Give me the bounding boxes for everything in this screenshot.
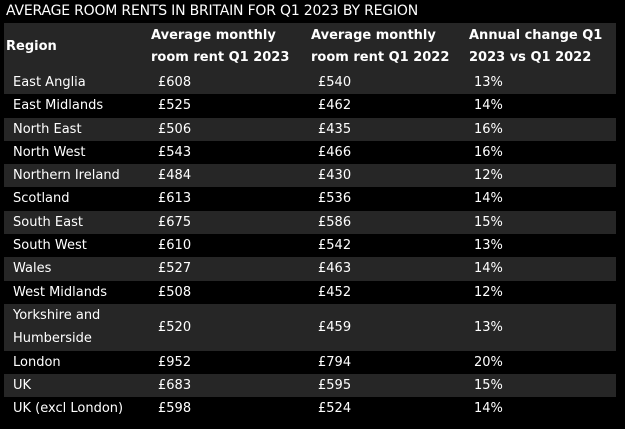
table-row: South West £610 £542 13%	[4, 234, 616, 258]
rent-2022-cell: £463	[307, 257, 465, 281]
rent-2022-cell: £430	[307, 164, 465, 188]
rent-2023-cell: £484	[147, 164, 307, 188]
rent-2023-cell: £675	[147, 210, 307, 235]
annual-change-cell: 13%	[465, 234, 616, 258]
rent-2023-cell: £610	[147, 234, 307, 258]
rent-2023-cell: £683	[147, 373, 307, 398]
annual-change-cell: 15%	[465, 210, 616, 235]
rent-table: Region Average monthly room rent Q1 2023…	[4, 23, 616, 421]
region-cell: South East	[4, 210, 147, 235]
annual-change-cell: 20%	[465, 350, 616, 374]
rent-2022-cell: £459	[307, 303, 465, 351]
table-row: East Midlands £525 £462 14%	[4, 94, 616, 118]
table-row: North West £543 £466 16%	[4, 140, 616, 165]
rent-2022-cell: £462	[307, 94, 465, 118]
annual-change-cell: 14%	[465, 94, 616, 118]
region-cell: South West	[4, 234, 147, 258]
rent-2022-cell: £536	[307, 187, 465, 211]
region-cell: UK	[4, 373, 147, 398]
annual-change-cell: 13%	[465, 71, 616, 95]
region-cell: Scotland	[4, 187, 147, 211]
region-cell: North West	[4, 140, 147, 165]
annual-change-cell: 14%	[465, 257, 616, 281]
rent-2022-cell: £524	[307, 397, 465, 421]
region-cell: Wales	[4, 257, 147, 281]
rent-2022-cell: £540	[307, 71, 465, 95]
table-row: Wales £527 £463 14%	[4, 257, 616, 281]
region-cell: North East	[4, 117, 147, 141]
rent-2023-cell: £608	[147, 71, 307, 95]
rent-2022-cell: £435	[307, 117, 465, 141]
table-row: Yorkshire and Humberside £520 £459 13%	[4, 303, 616, 351]
annual-change-cell: 12%	[465, 164, 616, 188]
table-row: West Midlands £508 £452 12%	[4, 280, 616, 304]
annual-change-cell: 14%	[465, 397, 616, 421]
region-cell: East Midlands	[4, 94, 147, 118]
annual-change-cell: 15%	[465, 373, 616, 398]
rent-2023-cell: £543	[147, 140, 307, 165]
rent-2023-cell: £520	[147, 303, 307, 351]
rent-2023-cell: £525	[147, 94, 307, 118]
rent-2023-cell: £613	[147, 187, 307, 211]
table-row: UK £683 £595 15%	[4, 373, 616, 398]
rent-2022-cell: £452	[307, 280, 465, 304]
table-row: London £952 £794 20%	[4, 350, 616, 374]
table-row: UK (excl London) £598 £524 14%	[4, 397, 616, 421]
annual-change-cell: 12%	[465, 280, 616, 304]
rent-2023-cell: £527	[147, 257, 307, 281]
rent-2022-cell: £542	[307, 234, 465, 258]
region-cell: East Anglia	[4, 71, 147, 95]
annual-change-cell: 16%	[465, 117, 616, 141]
chart-title: AVERAGE ROOM RENTS IN BRITAIN FOR Q1 202…	[6, 3, 418, 19]
region-cell: Yorkshire and Humberside	[4, 303, 147, 351]
rent-2023-cell: £508	[147, 280, 307, 304]
rent-2023-cell: £598	[147, 397, 307, 421]
table-body: East Anglia £608 £540 13% East Midlands £525 £…	[4, 71, 616, 421]
table-row: Northern Ireland £484 £430 12%	[4, 164, 616, 188]
region-cell: UK (excl London)	[4, 397, 147, 421]
rent-2022-cell: £794	[307, 350, 465, 374]
rent-2022-cell: £595	[307, 373, 465, 398]
table-row: South East £675 £586 15%	[4, 210, 616, 235]
region-cell: Northern Ireland	[4, 164, 147, 188]
rent-2023-cell: £506	[147, 117, 307, 141]
table-row: North East £506 £435 16%	[4, 117, 616, 141]
column-header-annual-change: Annual change Q1 2023 vs Q1 2022	[465, 23, 616, 71]
annual-change-cell: 16%	[465, 140, 616, 165]
column-header-rent-2022: Average monthly room rent Q1 2022	[307, 23, 465, 71]
rent-2022-cell: £586	[307, 210, 465, 235]
annual-change-cell: 14%	[465, 187, 616, 211]
table-row: Scotland £613 £536 14%	[4, 187, 616, 211]
annual-change-cell: 13%	[465, 303, 616, 351]
column-header-rent-2023: Average monthly room rent Q1 2023	[147, 23, 307, 71]
region-cell: West Midlands	[4, 280, 147, 304]
header-row: Region Average monthly room rent Q1 2023…	[4, 23, 616, 71]
rent-2022-cell: £466	[307, 140, 465, 165]
column-header-region: Region	[4, 23, 147, 71]
rent-2023-cell: £952	[147, 350, 307, 374]
region-cell: London	[4, 350, 147, 374]
table-row: East Anglia £608 £540 13%	[4, 71, 616, 95]
